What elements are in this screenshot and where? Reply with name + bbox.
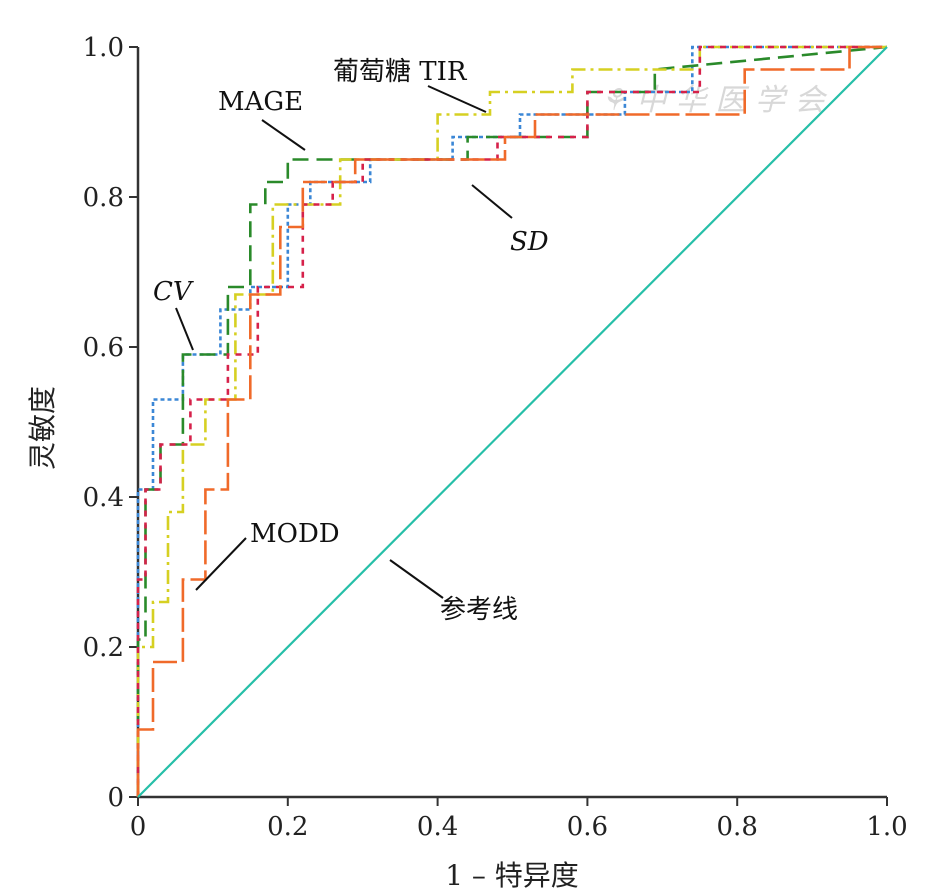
y-tick-label: 0.8 xyxy=(83,183,124,213)
roc-curve-参考线 xyxy=(137,46,888,798)
leader-line-葡萄糖-tir xyxy=(427,85,487,113)
roc-curve-modd xyxy=(136,45,887,797)
annotation-葡萄糖-tir: 葡萄糖 TIR xyxy=(333,57,468,87)
x-tick-label: 0 xyxy=(130,812,147,842)
y-tick-label: 0 xyxy=(107,783,124,813)
annotation-参考线: 参考线 xyxy=(440,595,518,625)
x-tick-label: 0.4 xyxy=(417,812,458,842)
y-tick-label: 0.4 xyxy=(83,483,124,513)
x-tick-label: 1.0 xyxy=(866,812,907,842)
y-axis-title: 灵敏度 xyxy=(26,386,59,470)
annotation-sd: SD xyxy=(510,227,549,257)
watermark: ⚘ 中 华 医 学 会 xyxy=(600,83,828,118)
annotation-modd: MODD xyxy=(250,519,340,549)
x-tick-label: 0.8 xyxy=(717,812,758,842)
x-tick-label: 0.6 xyxy=(567,812,608,842)
y-tick-label: 1.0 xyxy=(83,33,124,63)
axes: 0 0.2 0.4 0.6 0.8 1.0 0 0.2 0.4 0.6 0.8 1.0 xyxy=(83,33,908,842)
roc-curve-葡萄糖-tir xyxy=(136,45,887,797)
leader-line-cv xyxy=(175,307,194,351)
leader-line-mage xyxy=(261,119,306,151)
x-tick-label: 0.2 xyxy=(267,812,308,842)
annotation-mage: MAGE xyxy=(218,87,303,117)
leader-line-modd xyxy=(195,537,247,591)
y-tick-label: 0.2 xyxy=(83,633,124,663)
leader-line-sd xyxy=(471,184,513,219)
roc-curves xyxy=(136,45,888,798)
roc-curve-sd xyxy=(136,45,887,797)
leader-line-参考线 xyxy=(389,559,444,599)
annotation-cv: CV xyxy=(153,277,194,307)
x-axis-title: 1 – 特异度 xyxy=(445,859,579,892)
curve-annotations: 葡萄糖 TIR MAGE CV SD MODD 参考线 xyxy=(153,57,549,625)
y-tick-label: 0.6 xyxy=(83,333,124,363)
